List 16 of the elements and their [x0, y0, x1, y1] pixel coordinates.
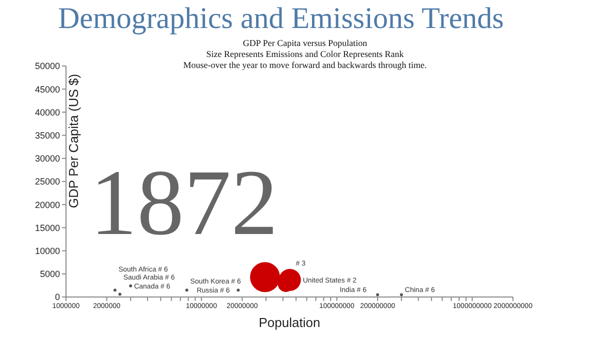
y-tick-label: 5000 — [40, 269, 60, 280]
y-tick-label: 45000 — [34, 84, 60, 94]
y-tick-label: 40000 — [34, 107, 60, 118]
y-tick-label: 50000 — [34, 61, 60, 72]
annotation: 1872 — [90, 151, 278, 255]
y-tick-label: 35000 — [34, 130, 60, 140]
y-tick-label: 0 — [54, 292, 60, 302]
x-axis-title: Population — [258, 315, 320, 330]
y-tick-label: 10000 — [34, 246, 60, 256]
y-axis-title: GDP Per Capita (US $) — [66, 74, 81, 208]
chart-title: Demographics and Emissions Trends — [58, 2, 504, 36]
y-tick-label: 25000 — [34, 176, 60, 187]
y-tick-label: 15000 — [34, 222, 60, 233]
y-tick-label: 20000 — [34, 200, 60, 210]
y-tick-label: 30000 — [34, 154, 60, 164]
chart-subtitle: GDP Per Capita versus Population Size Represents Emissions and Color Represents Rank Mouse-over the year to move forward and backwards through time. — [182, 38, 428, 71]
